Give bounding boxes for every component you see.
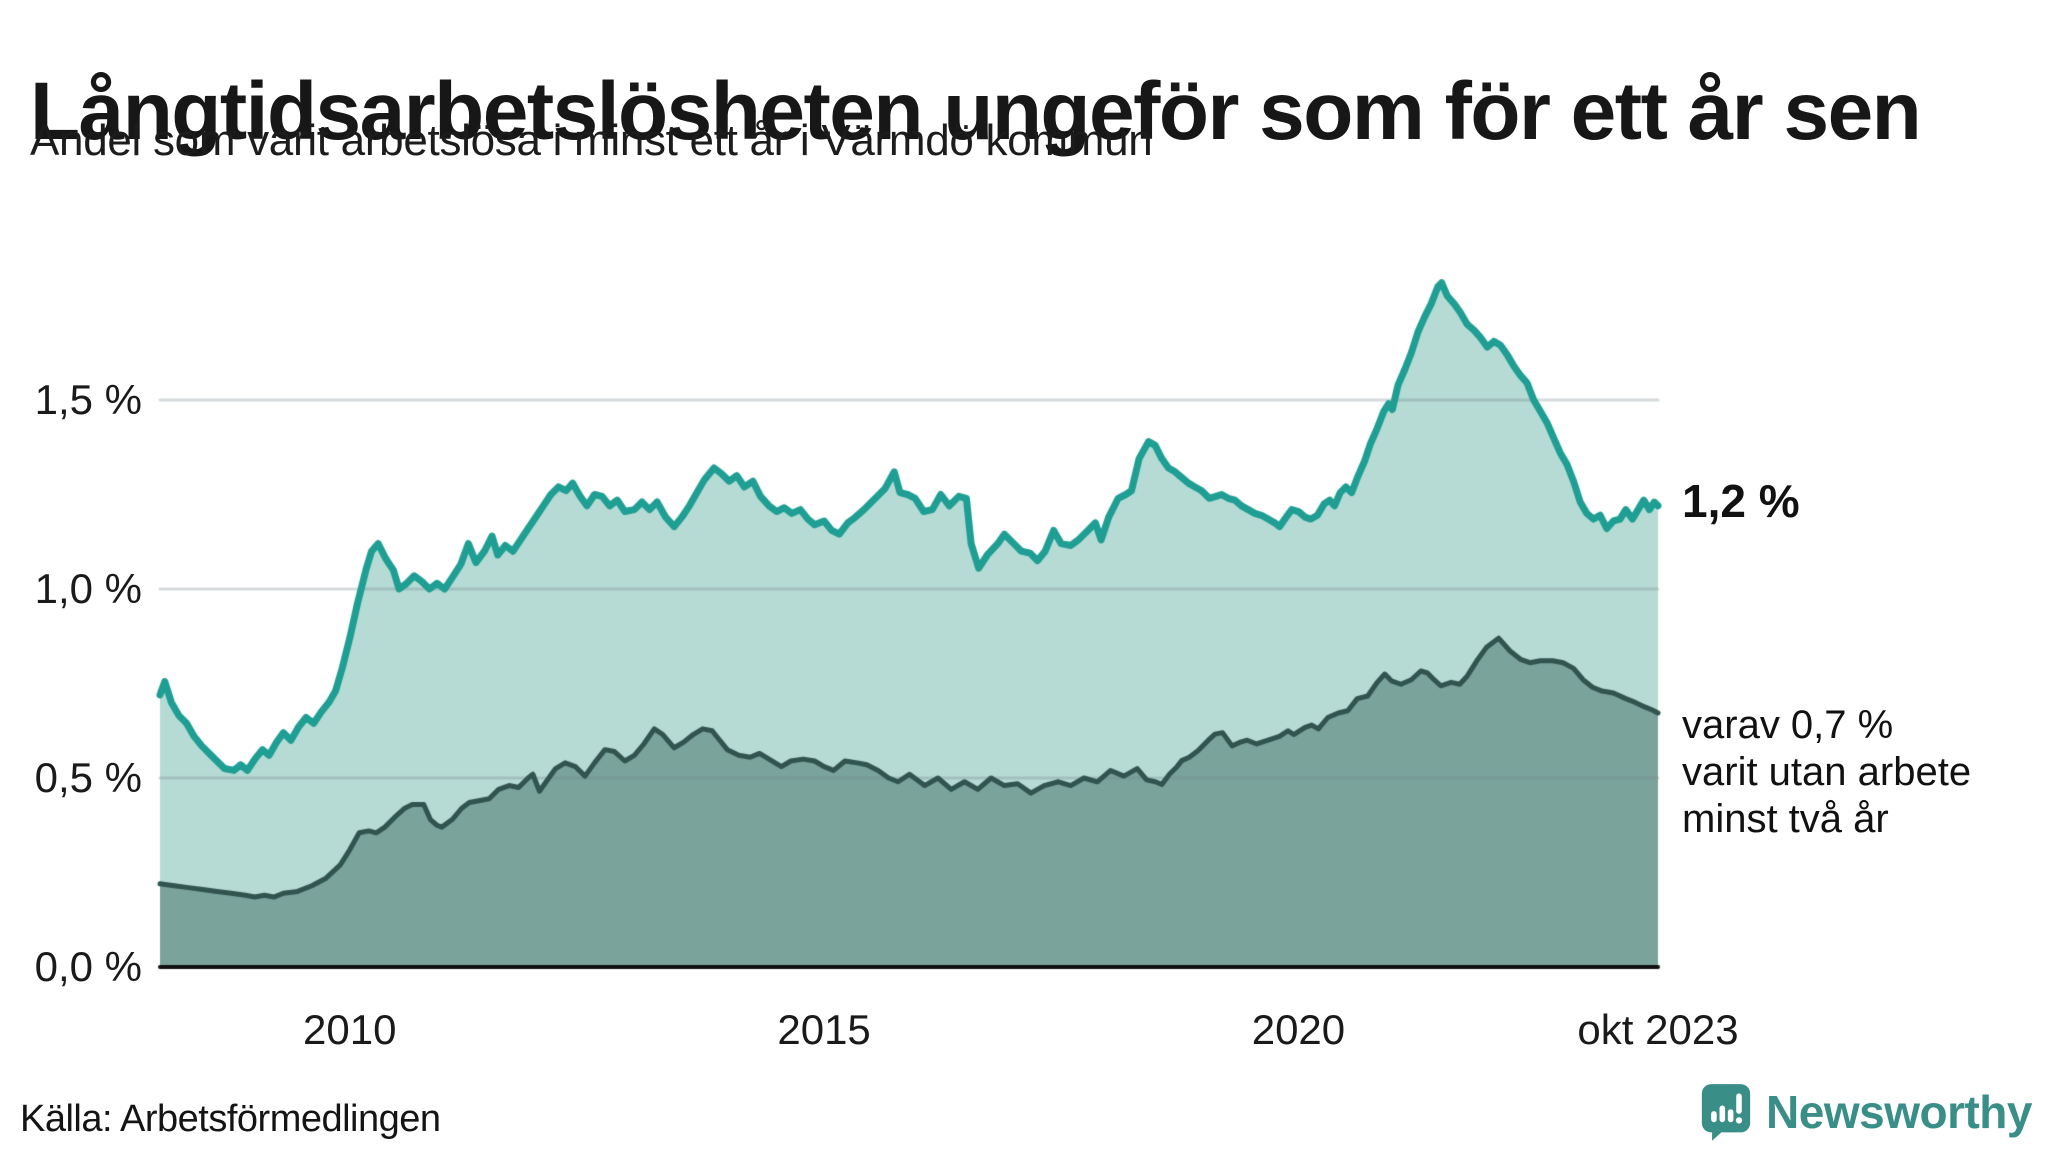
page-title: Långtidsarbetslösheten ungeför som för e… (30, 65, 1922, 157)
annotation-line-3: minst två år (1682, 797, 1889, 841)
newsworthy-logo: Newsworthy (1700, 1080, 2032, 1144)
latest-value-annotation: 1,2 % (1682, 475, 1800, 527)
y-tick-label: 0,5 % (34, 754, 142, 801)
chart-subtitle: Andel som varit arbetslösa i minst ett å… (30, 116, 1153, 165)
x-tick-label: okt 2023 (1577, 1006, 1739, 1053)
y-tick-label: 1,5 % (34, 376, 142, 423)
x-tick-label: 2010 (303, 1006, 397, 1053)
annotation-line-1: varav 0,7 % (1682, 703, 1894, 747)
newsworthy-wordmark: Newsworthy (1766, 1086, 2032, 1138)
newsworthy-logo-icon (1701, 1084, 1751, 1141)
y-tick-label: 0,0 % (34, 943, 142, 990)
annotation-line-2: varit utan arbete (1682, 750, 1972, 794)
x-tick-label: 2020 (1251, 1006, 1346, 1053)
secondary-series-annotation: varav 0,7 % varit utan arbete minst två … (1682, 702, 1971, 843)
source-attribution: Källa: Arbetsförmedlingen (20, 1098, 441, 1140)
x-tick-label: 2015 (777, 1006, 871, 1053)
y-tick-label: 1,0 % (34, 565, 142, 612)
